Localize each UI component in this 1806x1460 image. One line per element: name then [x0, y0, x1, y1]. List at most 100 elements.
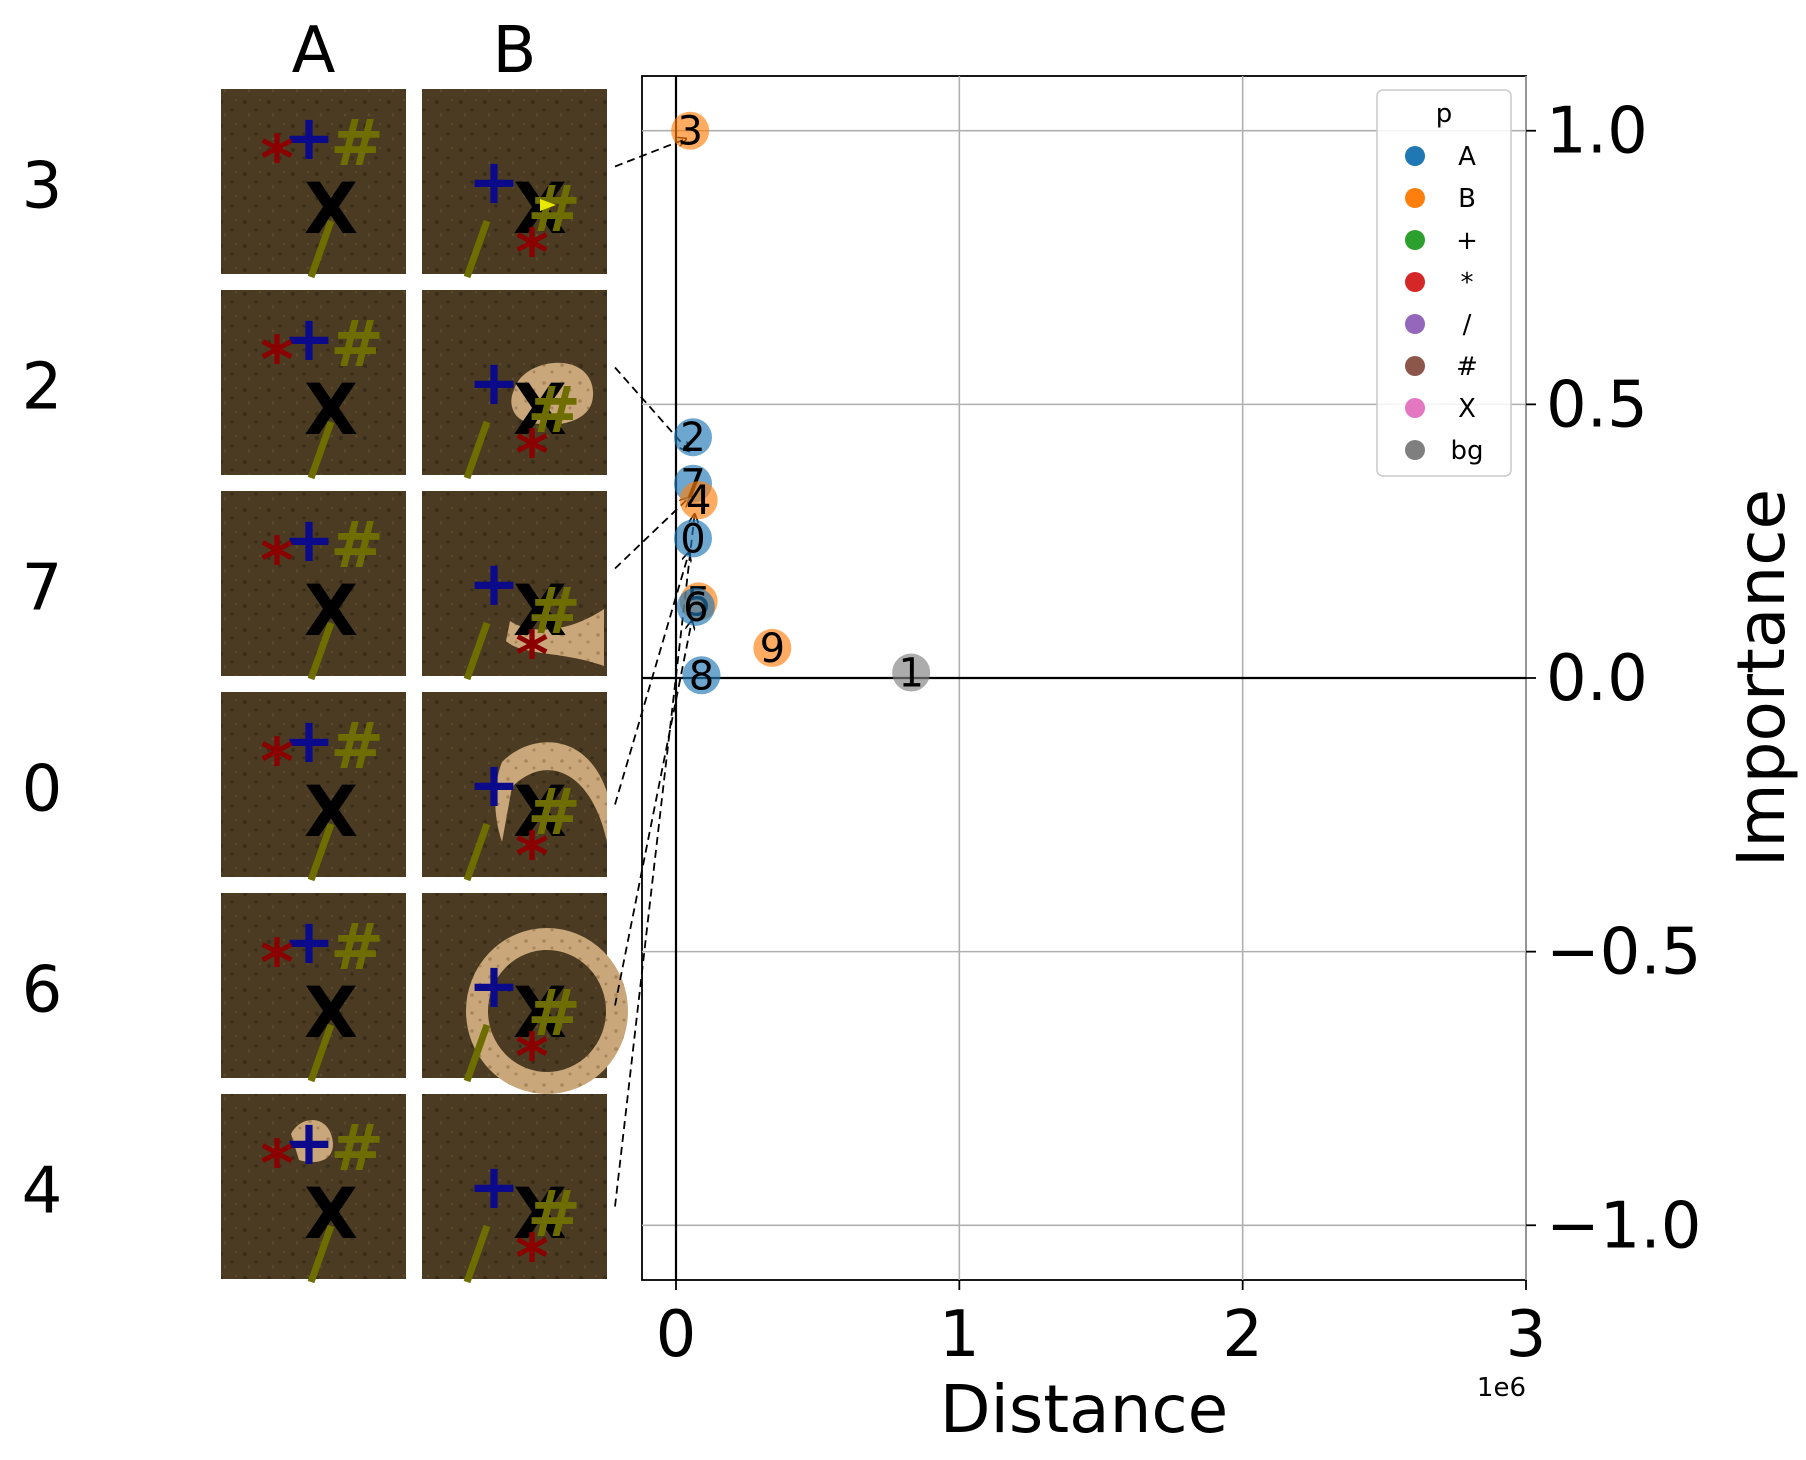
star-glyph-icon: * [260, 1128, 293, 1202]
tile-0-B: X#+* [422, 692, 607, 894]
connector-arrow-6 [614, 621, 692, 1006]
x-glyph-icon: X [513, 972, 567, 1054]
tile-0-A: X#+* [221, 692, 406, 882]
x-tick-label: 3 [1506, 1298, 1547, 1372]
slash-glyph-icon [463, 219, 491, 279]
x-glyph-icon: X [304, 369, 358, 451]
tile-background [422, 893, 607, 1078]
image-grid: X#+*X#+*X#+*X#+*X#+*X#+*X#+*X#+*X#+*X#+*… [221, 89, 628, 1296]
tile-6-A: X#+* [221, 893, 406, 1083]
row-label-2: 2 [22, 351, 63, 425]
hash-glyph-icon: # [527, 575, 581, 649]
hash-glyph-icon: # [527, 977, 581, 1051]
legend-label: B [1458, 184, 1476, 214]
y-axis-label: Importance [1723, 489, 1800, 867]
point-label-9: 9 [760, 626, 785, 672]
plus-glyph-icon: + [283, 101, 335, 174]
legend-marker [1405, 188, 1425, 208]
grid-lines [642, 76, 1527, 1280]
point-1 [892, 653, 931, 692]
y-axis-ticks: 1.0 0.5 0.0 −0.5 −1.0 [1526, 95, 1701, 1263]
plus-glyph-icon: + [283, 503, 335, 576]
star-glyph-icon: * [260, 324, 293, 398]
legend-label: A [1458, 142, 1476, 172]
tile-background [422, 1094, 607, 1279]
point-label-0: 0 [680, 516, 705, 562]
legend-marker [1405, 398, 1425, 418]
perturbation-patch [495, 742, 607, 842]
tile-3-A: X#+* [221, 89, 406, 279]
y-tick-label: 1.0 [1546, 95, 1648, 169]
x-tick-label: 0 [656, 1298, 697, 1372]
point-label-6: 6 [683, 585, 708, 631]
y-tick-label: −0.5 [1546, 916, 1701, 990]
tile-4-A: X#+* [221, 1094, 406, 1284]
x-tick-label: 2 [1222, 1298, 1263, 1372]
legend-label: X [1458, 394, 1476, 424]
point-label-2: 2 [680, 415, 705, 461]
hash-glyph-icon: # [330, 308, 384, 382]
legend-box [1376, 89, 1512, 477]
row-label-7: 7 [22, 552, 63, 626]
tile-background [422, 89, 607, 274]
plus-glyph-icon: + [468, 547, 520, 620]
slash-glyph-icon [307, 1224, 335, 1284]
slash-glyph-icon [307, 420, 335, 480]
x-offset-label: 1e6 [1477, 1373, 1526, 1403]
hash-glyph-icon: # [527, 173, 581, 247]
row-label-3: 3 [22, 150, 63, 224]
point-6 [676, 587, 715, 626]
x-glyph-icon: X [304, 771, 358, 853]
point-9 [753, 628, 792, 667]
slash-glyph-icon [463, 822, 491, 882]
x-axis-label: Distance [940, 1371, 1229, 1448]
x-glyph-icon: X [304, 972, 358, 1054]
legend-marker [1405, 146, 1425, 166]
plus-glyph-icon: + [468, 748, 520, 821]
hash-glyph-icon: # [330, 107, 384, 181]
perturbation-patch [291, 1120, 333, 1163]
x-tick-label: 1 [939, 1298, 980, 1372]
plus-glyph-icon: + [283, 1106, 335, 1179]
star-glyph-icon: * [515, 619, 548, 693]
legend-label: / [1463, 310, 1472, 340]
y-tick-label: 0.5 [1546, 368, 1648, 442]
tile-background [221, 893, 406, 1078]
hash-glyph-icon: # [330, 509, 384, 583]
slash-glyph-icon [463, 420, 491, 480]
point-label-4: 4 [686, 478, 711, 524]
data-points: 3274056918 [671, 109, 931, 699]
tile-background [221, 491, 406, 676]
plus-glyph-icon: + [468, 145, 520, 218]
column-label-A: A [292, 14, 336, 88]
row-labels: 3 2 7 0 6 4 [22, 150, 63, 1229]
x-glyph-icon: X [304, 168, 358, 250]
legend-marker [1405, 314, 1425, 334]
legend-marker [1405, 356, 1425, 376]
point-0 [674, 519, 712, 558]
slash-glyph-icon [307, 219, 335, 279]
x-glyph-icon: X [513, 369, 567, 451]
legend-label: * [1461, 268, 1474, 298]
tile-background [221, 89, 406, 274]
point-label-8: 8 [689, 653, 714, 699]
star-glyph-icon: * [515, 820, 548, 894]
hash-glyph-icon: # [527, 374, 581, 448]
legend-label: bg [1450, 436, 1483, 466]
legend: pAB + * / # Xbg [1376, 89, 1512, 477]
point-label-1: 1 [898, 651, 923, 697]
slash-glyph-icon [463, 1224, 491, 1284]
plus-glyph-icon: + [468, 949, 520, 1022]
point-4 [679, 481, 718, 520]
star-glyph-icon: * [515, 1222, 548, 1296]
star-glyph-icon: * [515, 217, 548, 291]
plus-glyph-icon: + [468, 346, 520, 419]
legend-marker [1405, 440, 1425, 460]
tile-2-B: X#+* [422, 290, 607, 492]
hash-glyph-icon: # [527, 776, 581, 850]
row-label-6: 6 [22, 954, 63, 1028]
perturbation-patch [506, 609, 604, 666]
slash-glyph-icon [307, 621, 335, 681]
